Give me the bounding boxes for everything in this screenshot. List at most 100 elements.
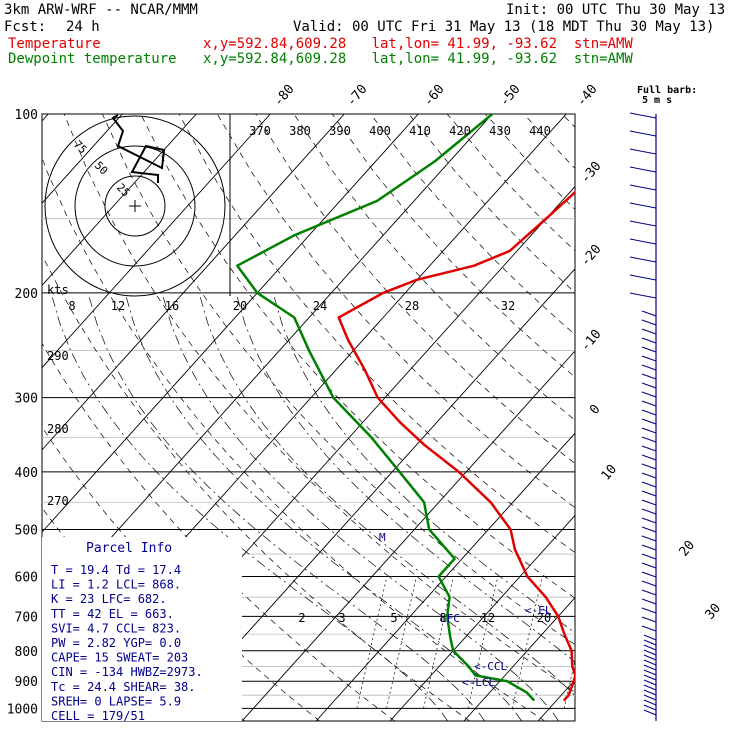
wind-barb (643, 709, 657, 716)
theta-label: 370 (249, 124, 271, 138)
hodograph-speed-label: 28 (405, 299, 419, 313)
moist-adiabat (272, 292, 575, 634)
wind-barb (641, 544, 657, 551)
forecast-hour: 24 h (66, 19, 100, 35)
valid-time: Valid: 00 UTC Fri 31 May 13 (18 MDT Thu … (293, 19, 715, 35)
wind-barb (641, 589, 657, 596)
wind-barbs (629, 112, 657, 721)
lcl-marker: <-LCL (462, 676, 495, 689)
parcel-info-row: K = 23 LFC= 682. (51, 592, 167, 606)
mixing-ratio-label: 20 (537, 611, 551, 625)
wind-barb (629, 112, 657, 119)
wind-barb (641, 571, 657, 578)
wind-barb (643, 634, 657, 641)
mixing-ratio-line (386, 576, 417, 709)
parcel-info-row: TT = 42 EL = 663. (51, 607, 174, 621)
pressure-label-400: 400 (15, 466, 38, 481)
isotherm (241, 350, 575, 721)
isotherm (315, 432, 575, 721)
wind-barb (643, 694, 657, 701)
wind-barb (641, 391, 657, 398)
mixing-ratio-line (356, 576, 388, 709)
wind-barb (629, 238, 657, 245)
wind-barb (641, 436, 657, 443)
hodograph-units-label: kts (47, 283, 69, 297)
wind-barb (641, 625, 657, 632)
wind-barb (641, 382, 657, 389)
forecast-label: Fcst: (4, 19, 47, 35)
parcel-info-title: Parcel Info (86, 541, 172, 556)
pressure-label-100: 100 (15, 108, 38, 123)
model-title: 3km ARW-WRF -- NCAR/MMM (4, 2, 198, 18)
dry-adiabat (370, 114, 575, 335)
lfc-marker: LFC (440, 612, 460, 625)
moist-adiabat (235, 292, 575, 663)
wind-barb (641, 517, 657, 524)
isotherm-label: 10 (599, 462, 621, 484)
dry-adiabat (293, 114, 575, 421)
wind-barb (641, 400, 657, 407)
wind-barb (643, 689, 657, 696)
pressure-label-600: 600 (15, 571, 38, 586)
wind-barb (629, 130, 657, 137)
dry-adiabat (561, 114, 575, 128)
dry-adiabat (42, 156, 545, 721)
dry-adiabat (63, 114, 575, 693)
dry-adiabat (408, 114, 575, 294)
wind-barb (641, 445, 657, 452)
dry-adiabat (255, 114, 575, 464)
moist-adiabat (87, 292, 485, 721)
wind-barb (641, 607, 657, 614)
theta-label: 390 (329, 124, 351, 138)
hodograph-speed-label: 12 (111, 299, 125, 313)
wind-barb (643, 639, 657, 646)
dry-adiabat (216, 114, 575, 509)
dewpoint-station-info: x,y=592.84,609.28 lat,lon= 41.99, -93.62… (203, 51, 633, 67)
barb-legend-title: Full barb: (637, 85, 697, 96)
parcel-info-row: SREH= 0 LAPSE= 5.9 (51, 694, 181, 708)
wind-barb (643, 684, 657, 691)
wind-barb (641, 499, 657, 506)
hodograph-speed-label: 32 (501, 299, 515, 313)
isotherm-label: -10 (578, 327, 605, 355)
wind-barb (641, 310, 657, 317)
dewpoint-line (236, 114, 536, 702)
moist-adiabat (161, 292, 559, 721)
wind-barb (641, 454, 657, 461)
parcel-info-row: SVI= 4.7 CCL= 823. (51, 621, 181, 635)
wind-barb (641, 409, 657, 416)
isotherm-label: 20 (677, 538, 699, 560)
wind-barb (641, 562, 657, 569)
temperature-legend: Temperature (8, 36, 101, 52)
hodograph-ring (104, 175, 166, 237)
pressure-label-500: 500 (15, 523, 38, 538)
hodograph-ring-label: 25 (114, 181, 133, 200)
moist-adiabat (50, 292, 448, 721)
mixing-ratio-label: 2 (298, 611, 305, 625)
wind-barb (641, 373, 657, 380)
pressure-label-300: 300 (15, 392, 38, 407)
hodograph-trace (111, 114, 166, 183)
wind-barb (641, 472, 657, 479)
mixing-ratio-label: 3 (338, 611, 345, 625)
wind-barb (641, 490, 657, 497)
parcel-info-row: Tc = 24.4 SHEAR= 38. (51, 680, 196, 694)
theta-side-label: 290 (47, 349, 69, 363)
wind-barb (641, 346, 657, 353)
theta-label: 420 (449, 124, 471, 138)
wind-barb (629, 220, 657, 227)
isotherm (167, 268, 575, 721)
parcel-info-panel (42, 537, 242, 721)
wind-barb (641, 508, 657, 515)
pressure-label-700: 700 (15, 610, 38, 625)
wind-barb (641, 364, 657, 371)
parcel-info-row: CIN = -134 HWBZ=2973. (51, 665, 203, 679)
hodograph-speed-label: 16 (165, 299, 179, 313)
wind-barb (629, 184, 657, 191)
mixing-ratio-label: 8 (439, 611, 446, 625)
isotherm-label: -70 (344, 82, 371, 110)
wind-barb (643, 704, 657, 711)
ccl-marker: <-CCL (474, 660, 507, 673)
